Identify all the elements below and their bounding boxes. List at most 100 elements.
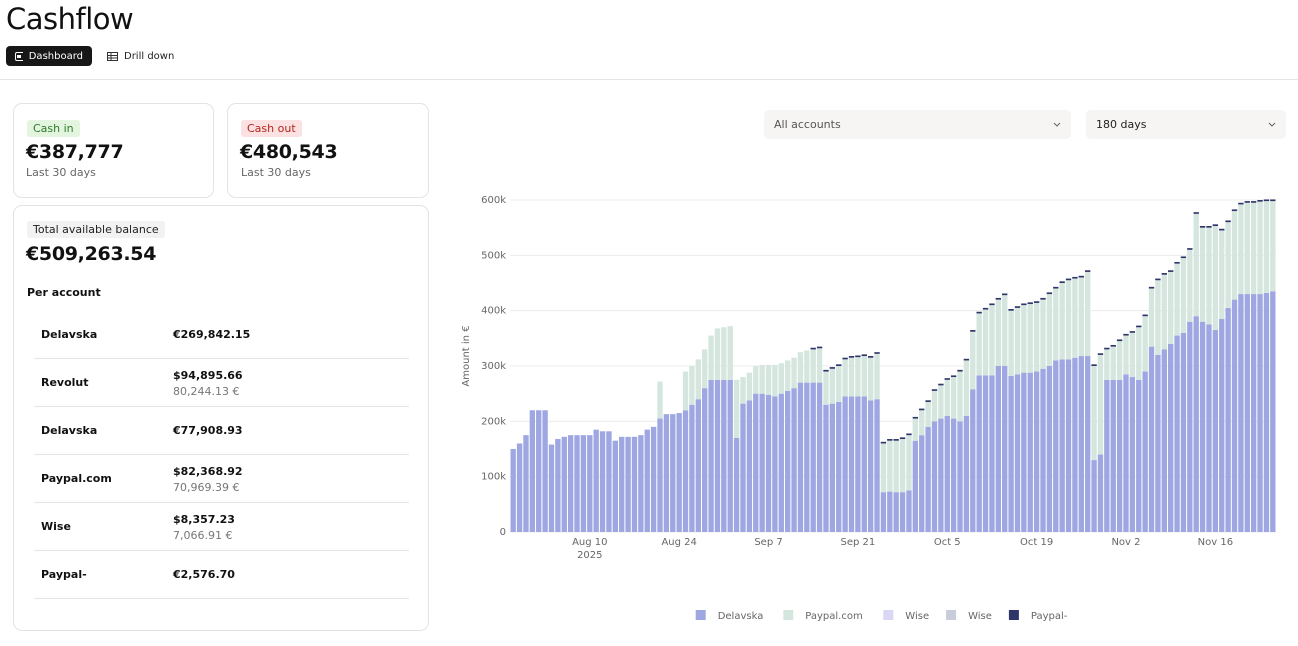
x-tick-label: Nov 2 (1111, 537, 1140, 548)
bar-segment (510, 449, 516, 532)
bar-segment (989, 375, 995, 532)
tab-drill-down[interactable]: Drill down (98, 46, 183, 66)
bar-segment (1040, 368, 1046, 532)
legend-swatch (946, 610, 957, 620)
tab-icon (15, 51, 23, 61)
bar-segment (950, 377, 957, 419)
bar-segment (1027, 302, 1033, 305)
bar-segment (1225, 222, 1231, 308)
bar-segment (810, 349, 816, 383)
bar-segment (1231, 299, 1238, 532)
tab-icon (107, 51, 118, 61)
bar-segment (861, 354, 867, 357)
bar-segment (816, 348, 823, 383)
account-amount: $82,368.92 (173, 465, 243, 478)
bar-segment (823, 369, 829, 372)
bar-segment (1212, 224, 1219, 227)
bar-segment (1174, 261, 1180, 264)
bar-segment (1199, 227, 1206, 322)
bar-segment (925, 401, 931, 427)
cash-out-amount: €480,543 (240, 141, 338, 163)
bar-segment (1219, 228, 1225, 231)
bar-segment (899, 439, 906, 493)
bar-segment (1008, 375, 1014, 532)
account-amount: €269,842.15 (173, 328, 251, 341)
x-tick-label: Oct 5 (934, 537, 961, 548)
bar-segment (1187, 249, 1193, 322)
bar-segment (1129, 377, 1136, 532)
bar-segment (1021, 372, 1027, 532)
bar-segment (676, 413, 682, 532)
bar-segment (1065, 278, 1072, 281)
cash-in-label: Cash in (27, 120, 80, 137)
bar-segment (804, 382, 810, 532)
bar-segment (759, 364, 765, 394)
bar-segment (912, 416, 919, 419)
bar-segment (1155, 280, 1161, 355)
bar-segment (682, 410, 689, 532)
bar-segment (1059, 281, 1065, 283)
bar-segment (682, 371, 689, 411)
bar-segment (931, 390, 938, 422)
period-filter[interactable]: 180 days (1086, 110, 1286, 139)
bar-segment (1046, 292, 1053, 295)
bar-segment (1161, 274, 1167, 350)
bar-segment (1193, 212, 1199, 214)
filter-label: 180 days (1096, 118, 1147, 131)
bar-segment (1085, 270, 1091, 272)
bar-segment (555, 439, 561, 532)
bar-segment (1116, 341, 1123, 380)
bar-segment (1263, 292, 1270, 532)
bar-segment (650, 426, 657, 532)
bar-segment (976, 375, 982, 532)
bar-segment (1136, 327, 1142, 380)
bar-segment (1174, 263, 1180, 336)
bar-segment (893, 439, 899, 441)
account-name: Paypal.com (41, 472, 112, 485)
y-tick-label: 0 (500, 527, 506, 538)
legend-label: Paypal- (1031, 611, 1068, 622)
bar-segment (772, 364, 778, 397)
x-year-label: 2025 (577, 550, 602, 561)
x-tick-label: Sep 7 (754, 537, 782, 548)
bar-segment (912, 440, 919, 532)
cash-in-amount: €387,777 (26, 141, 124, 163)
filter-label: All accounts (774, 118, 841, 131)
chevron (1053, 122, 1061, 127)
bar-segment (772, 396, 778, 532)
bar-segment (899, 437, 906, 440)
bar-segment (1142, 371, 1148, 532)
bar-segment (1206, 226, 1212, 228)
bar-segment (1270, 201, 1276, 292)
tab-dashboard[interactable]: Dashboard (6, 46, 92, 66)
bar-segment (1110, 346, 1116, 380)
bar-segment (523, 435, 529, 532)
account-filter[interactable]: All accounts (764, 110, 1071, 139)
bar-segment (1078, 277, 1084, 357)
bar-segment (657, 418, 663, 532)
bar-segment (1104, 379, 1110, 532)
bar-segment (906, 433, 912, 436)
bar-segment (1008, 310, 1014, 376)
bar-segment (740, 377, 746, 404)
bar-segment (1129, 331, 1136, 333)
bar-segment (1219, 230, 1225, 319)
x-tick-label: Aug 24 (661, 537, 696, 548)
bar-segment (1250, 201, 1257, 203)
bar-segment (906, 435, 912, 491)
bar-segment (1065, 280, 1072, 360)
account-converted: 80,244.13 € (173, 385, 240, 398)
account-row: Delavska €269,842.15 (34, 310, 409, 359)
bar-segment (1212, 226, 1219, 331)
bar-segment (529, 410, 536, 532)
bar-segment (816, 382, 823, 532)
account-name: Paypal- (41, 568, 87, 581)
bar-segment (1250, 202, 1257, 295)
bar-segment (548, 444, 555, 532)
bar-segment (1097, 353, 1104, 355)
bar-segment (874, 353, 880, 400)
bar-segment (1091, 366, 1097, 461)
bar-segment (1270, 199, 1276, 202)
bar-segment (708, 379, 714, 532)
